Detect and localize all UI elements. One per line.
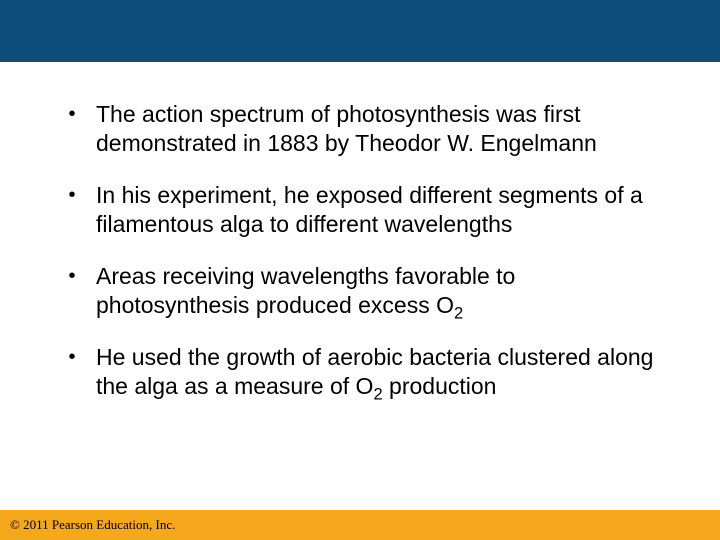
bullet-text: The action spectrum of photosynthesis wa… bbox=[96, 100, 672, 159]
bullet-marker: • bbox=[48, 100, 96, 159]
bullet-text: Areas receiving wavelengths favorable to… bbox=[96, 262, 672, 321]
copyright-text: © 2011 Pearson Education, Inc. bbox=[10, 517, 175, 533]
bullet-marker: • bbox=[48, 343, 96, 402]
header-bar bbox=[0, 0, 720, 62]
bullet-item: • The action spectrum of photosynthesis … bbox=[48, 100, 672, 159]
bullet-text: In his experiment, he exposed different … bbox=[96, 181, 672, 240]
bullet-item: • In his experiment, he exposed differen… bbox=[48, 181, 672, 240]
slide-content: • The action spectrum of photosynthesis … bbox=[0, 62, 720, 402]
bullet-item: • He used the growth of aerobic bacteria… bbox=[48, 343, 672, 402]
bullet-item: • Areas receiving wavelengths favorable … bbox=[48, 262, 672, 321]
bullet-marker: • bbox=[48, 262, 96, 321]
footer-bar: © 2011 Pearson Education, Inc. bbox=[0, 510, 720, 540]
bullet-marker: • bbox=[48, 181, 96, 240]
bullet-text: He used the growth of aerobic bacteria c… bbox=[96, 343, 672, 402]
